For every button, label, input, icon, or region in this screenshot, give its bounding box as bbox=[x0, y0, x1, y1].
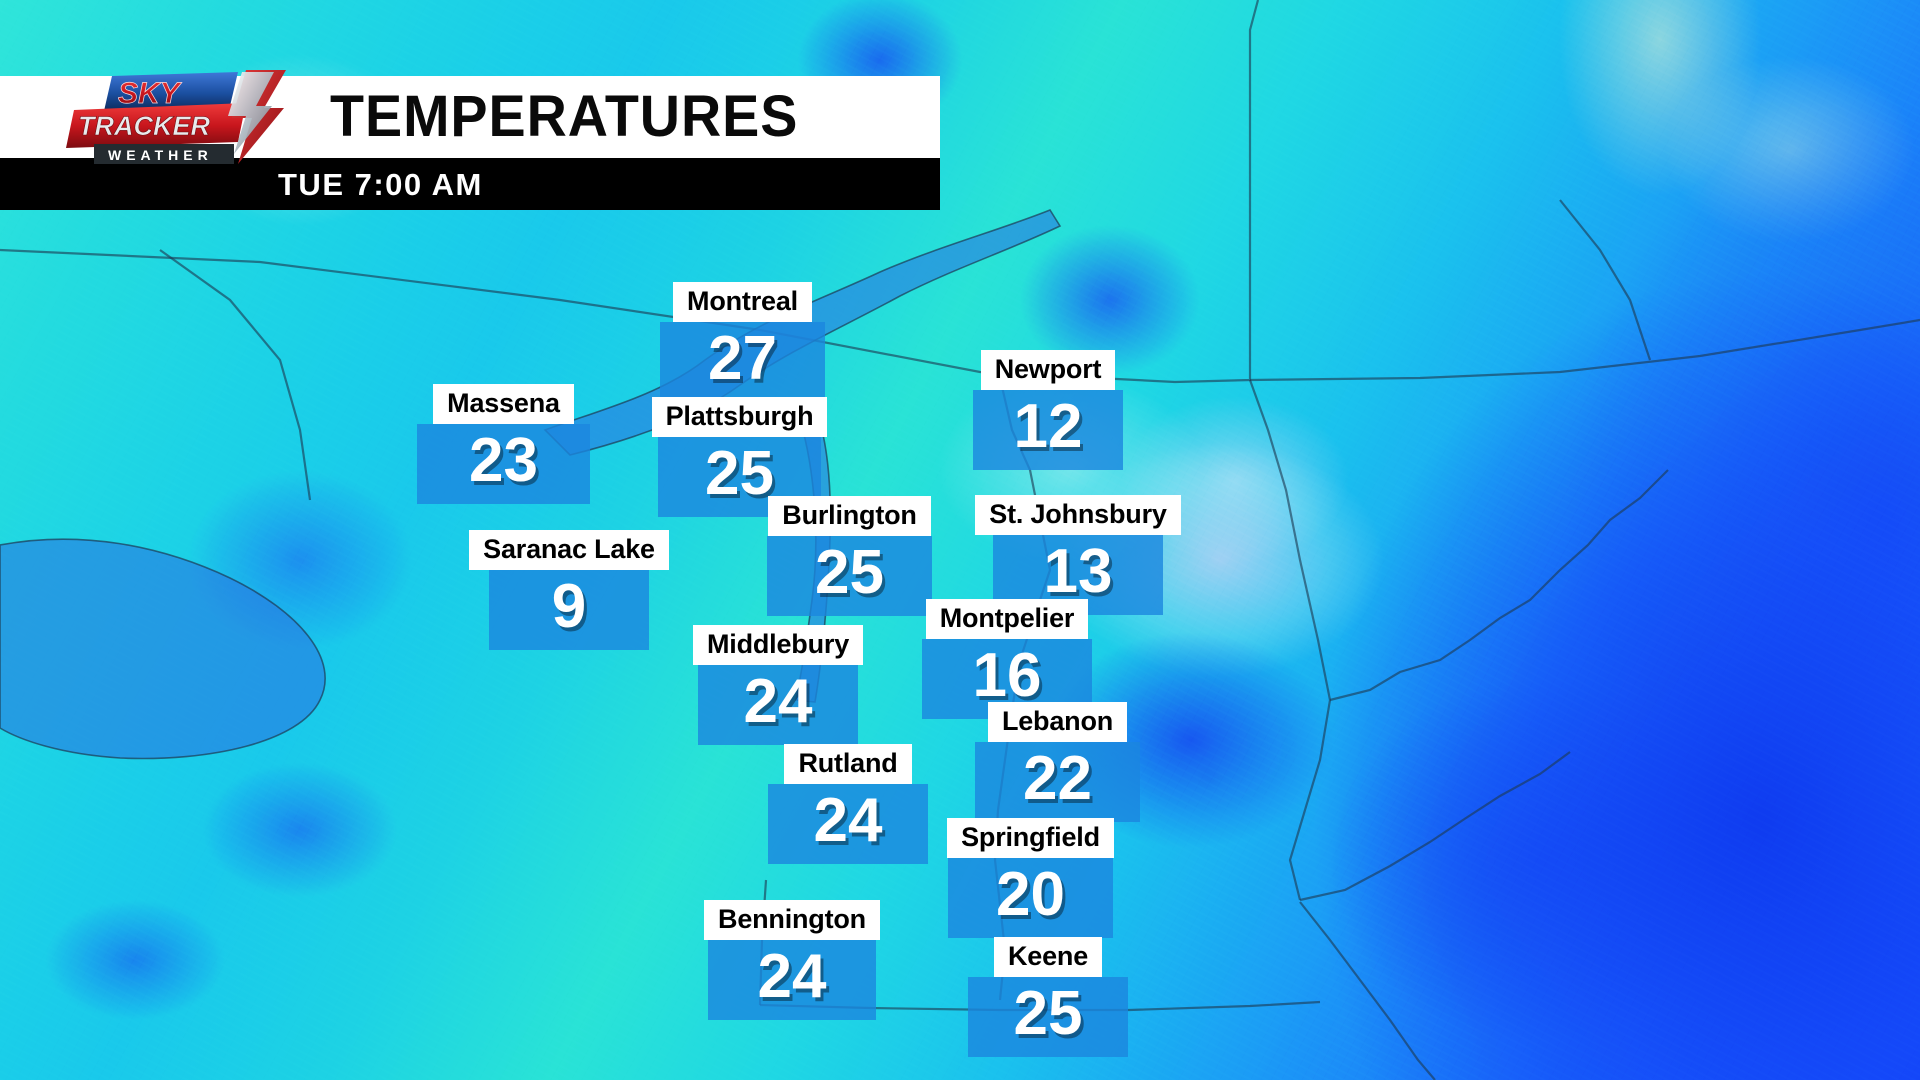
station-name-label: Springfield bbox=[947, 818, 1114, 858]
station-temperature-value: 27 bbox=[660, 322, 825, 402]
station-temperature-value: 9 bbox=[489, 570, 649, 650]
station-callout: Middlebury 24 bbox=[693, 625, 864, 745]
sky-tracker-weather-logo: SKY TRACKER WEATHER bbox=[66, 70, 286, 164]
station-callout: Bennington 24 bbox=[704, 900, 880, 1020]
station-name-label: Burlington bbox=[768, 496, 931, 536]
logo-weather-bar: WEATHER bbox=[94, 144, 234, 164]
station-temperature-value: 24 bbox=[708, 940, 876, 1020]
station-name-label: Montpelier bbox=[925, 599, 1089, 639]
station-callout: Montreal 27 bbox=[660, 282, 825, 402]
station-temperature-value: 22 bbox=[975, 742, 1140, 822]
station-callout: Lebanon 22 bbox=[975, 702, 1140, 822]
station-name-label: Keene bbox=[993, 937, 1103, 977]
lightning-bolt-icon bbox=[228, 70, 286, 164]
station-name-label: Plattsburgh bbox=[651, 397, 828, 437]
station-name-label: Bennington bbox=[704, 900, 880, 940]
banner-title-row: SKY TRACKER WEATHER TEMPERATURES bbox=[0, 70, 940, 164]
station-callout: Springfield 20 bbox=[947, 818, 1114, 938]
station-temperature-value: 25 bbox=[968, 977, 1128, 1057]
timestamp-label: TUE 7:00 AM bbox=[278, 166, 483, 202]
station-name-label: Rutland bbox=[784, 744, 912, 784]
station-callout: Burlington 25 bbox=[767, 496, 932, 616]
svg-text:TRACKER: TRACKER bbox=[78, 111, 210, 141]
station-callout: Rutland 24 bbox=[768, 744, 928, 864]
station-callout: St. Johnsbury 13 bbox=[975, 495, 1181, 615]
station-temperature-value: 23 bbox=[417, 424, 590, 504]
station-temperature-value: 24 bbox=[698, 665, 858, 745]
station-name-label: Saranac Lake bbox=[469, 530, 669, 570]
svg-text:WEATHER: WEATHER bbox=[108, 147, 213, 163]
station-callout: Keene 25 bbox=[968, 937, 1128, 1057]
station-name-label: Newport bbox=[980, 350, 1116, 390]
station-name-label: St. Johnsbury bbox=[975, 495, 1181, 535]
station-temperature-value: 24 bbox=[768, 784, 928, 864]
logo-sky-block: SKY bbox=[104, 72, 238, 111]
station-name-label: Massena bbox=[433, 384, 574, 424]
station-callout: Montpelier 16 bbox=[922, 599, 1092, 719]
svg-text:SKY: SKY bbox=[118, 77, 183, 110]
station-name-label: Lebanon bbox=[987, 702, 1128, 742]
title-banner: SKY TRACKER WEATHER TEMPERATURES bbox=[0, 70, 940, 210]
station-temperature-value: 20 bbox=[948, 858, 1113, 938]
station-callout: Saranac Lake 9 bbox=[469, 530, 669, 650]
station-temperature-value: 12 bbox=[973, 390, 1123, 470]
logo-tracker-block: TRACKER bbox=[66, 103, 246, 148]
station-name-label: Montreal bbox=[673, 282, 812, 322]
station-name-label: Middlebury bbox=[693, 625, 864, 665]
page-title: TEMPERATURES bbox=[330, 84, 799, 149]
station-callout: Newport 12 bbox=[973, 350, 1123, 470]
station-temperature-value: 25 bbox=[767, 536, 932, 616]
station-callout: Massena 23 bbox=[417, 384, 590, 504]
banner-subtitle-row: TUE 7:00 AM bbox=[0, 158, 940, 210]
